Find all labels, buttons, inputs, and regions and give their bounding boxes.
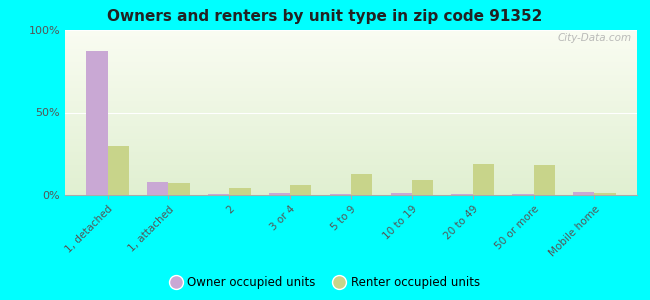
Bar (573, 192, 594, 195)
Bar (594, 193, 616, 195)
Bar (108, 146, 129, 195)
Bar (391, 193, 412, 195)
Text: Owners and renters by unit type in zip code 91352: Owners and renters by unit type in zip c… (107, 9, 543, 24)
Bar (473, 164, 494, 195)
Bar (208, 194, 229, 195)
Bar (86, 51, 108, 195)
Bar (534, 165, 555, 195)
Bar (512, 194, 534, 195)
Bar (412, 180, 433, 195)
Bar (229, 188, 251, 195)
Bar (330, 194, 351, 195)
Text: City-Data.com: City-Data.com (557, 33, 631, 43)
Bar (290, 185, 311, 195)
Legend: Owner occupied units, Renter occupied units: Owner occupied units, Renter occupied un… (165, 272, 485, 294)
Bar (168, 183, 190, 195)
Bar (351, 173, 372, 195)
Bar (269, 193, 290, 195)
Bar (147, 182, 168, 195)
Bar (451, 194, 473, 195)
